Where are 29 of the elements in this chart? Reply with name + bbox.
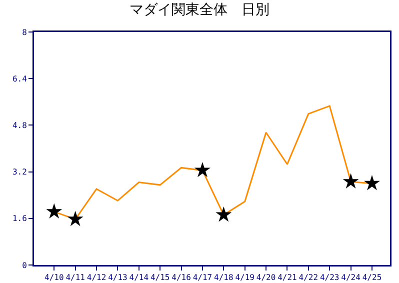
x-tick-label: 4/14 xyxy=(129,273,149,282)
y-tick-label: 8 xyxy=(22,28,28,37)
x-tick-label: 4/16 xyxy=(172,273,192,282)
x-tick-label: 4/17 xyxy=(192,273,212,282)
x-tick-label: 4/22 xyxy=(298,273,318,282)
point xyxy=(216,206,232,222)
y-tick-label: 6.4 xyxy=(12,74,28,84)
y-tick-label: 4.8 xyxy=(12,121,28,130)
x-tick-label: 4/13 xyxy=(108,273,128,282)
point xyxy=(194,162,210,178)
point xyxy=(46,203,62,218)
x-tick-label: 4/12 xyxy=(86,273,106,282)
chart-title: マダイ関東全体 日別 xyxy=(130,2,270,18)
point xyxy=(67,210,84,226)
point xyxy=(342,173,359,188)
x-tick-label: 4/10 xyxy=(44,273,64,282)
y-tick-label: 1.6 xyxy=(12,214,28,224)
x-tick-label: 4/21 xyxy=(278,273,298,282)
x-tick-label: 4/11 xyxy=(66,273,86,282)
point xyxy=(364,175,380,190)
x-tick-label: 4/23 xyxy=(320,273,340,282)
x-tick-label: 4/18 xyxy=(214,273,234,282)
x-tick-label: 4/25 xyxy=(362,273,382,282)
x-tick-label: 4/24 xyxy=(341,273,361,282)
y-tick-label: 3.2 xyxy=(12,168,28,177)
x-tick-label: 4/19 xyxy=(235,273,255,282)
x-tick-label: 4/20 xyxy=(256,273,276,282)
y-tick-label: 0 xyxy=(22,260,28,270)
x-tick-label: 4/15 xyxy=(150,273,170,282)
